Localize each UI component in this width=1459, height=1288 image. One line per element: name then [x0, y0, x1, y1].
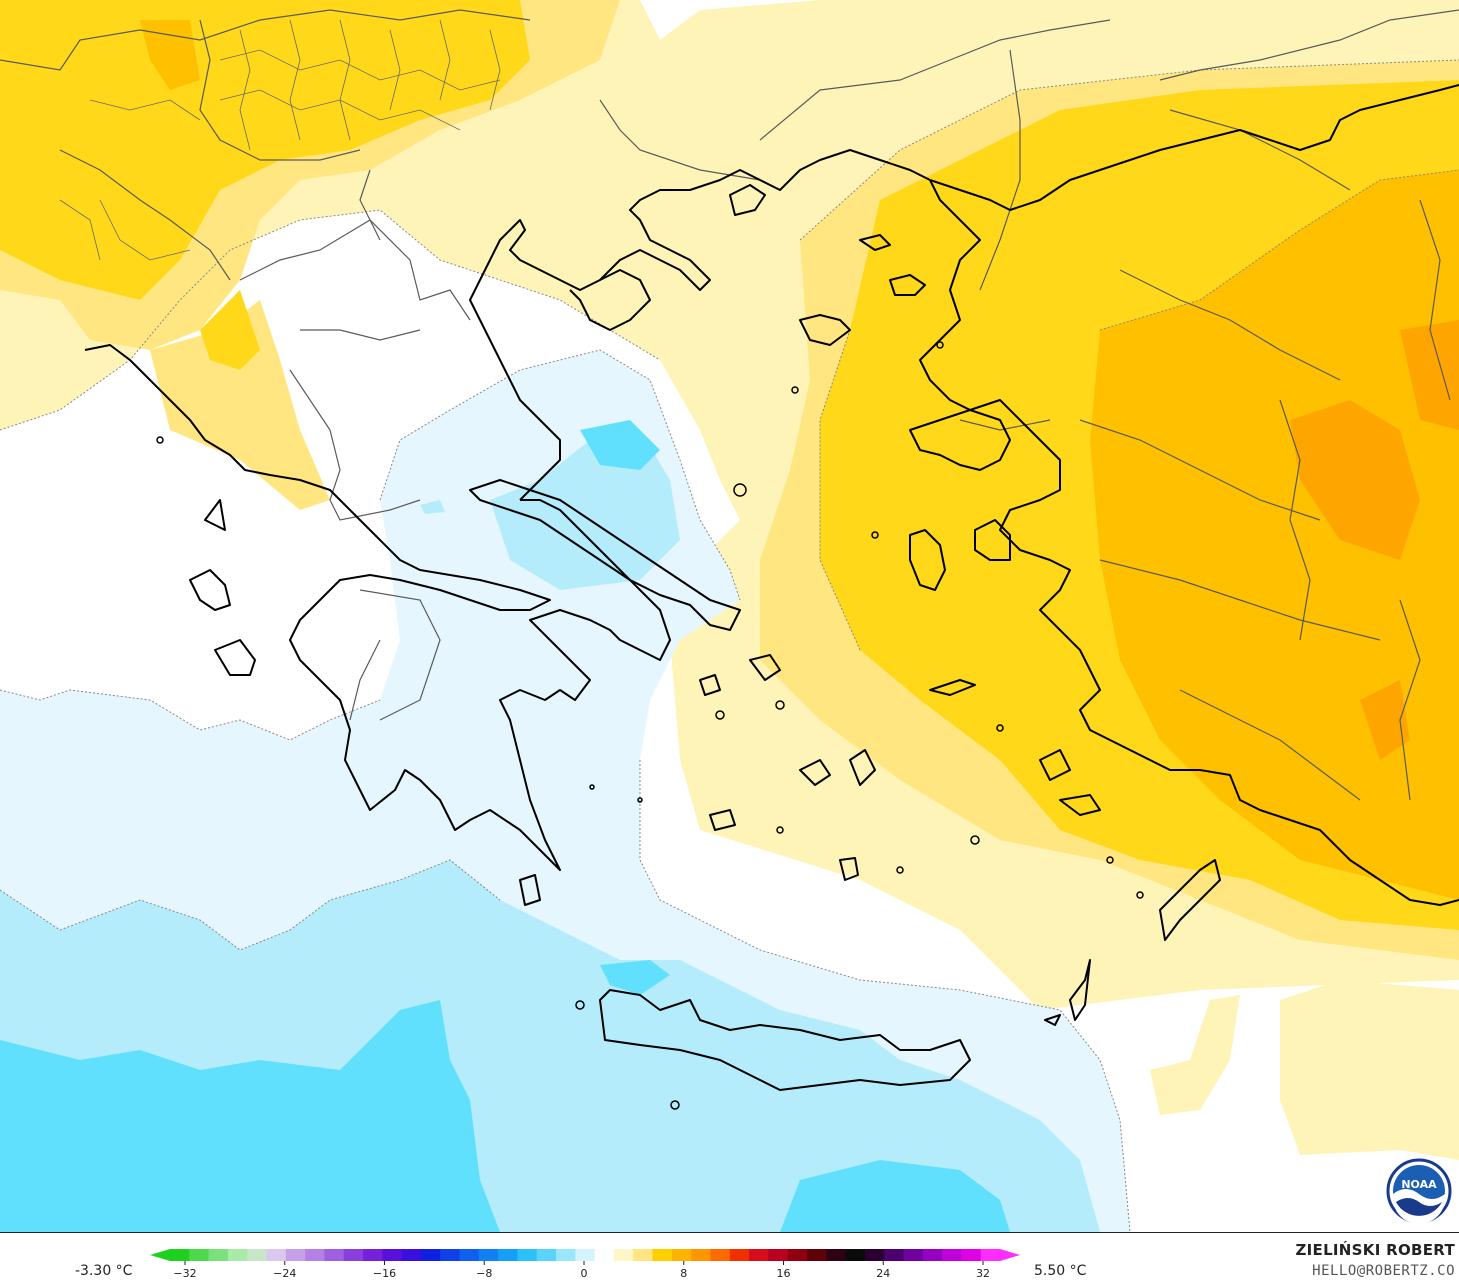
- colorbar-swatch: [691, 1249, 712, 1261]
- colorbar-swatch: [575, 1249, 596, 1261]
- small-islands: [156, 341, 1144, 1110]
- colorbar-swatch: [594, 1249, 615, 1261]
- region-borders: [59, 19, 501, 261]
- colorbar-swatch: [420, 1249, 441, 1261]
- colorbar-swatch: [266, 1249, 287, 1261]
- contour-lines: [0, 59, 1459, 1232]
- colorbar-swatch: [864, 1249, 885, 1261]
- colorbar-swatch: [613, 1249, 634, 1261]
- colorbar-tick-label: 32: [976, 1267, 990, 1280]
- colorbar-swatch: [845, 1249, 866, 1261]
- colorbar-tick-label: −32: [173, 1267, 196, 1280]
- colorbar-tick-label: 24: [876, 1267, 890, 1280]
- colorbar-swatch: [961, 1249, 982, 1261]
- colorbar-swatches: [150, 1249, 1020, 1261]
- colorbar-swatch: [633, 1249, 654, 1261]
- colorbar-swatch: [826, 1249, 847, 1261]
- colorbar-swatch: [459, 1249, 480, 1261]
- coastlines: [84, 84, 1459, 1091]
- colorbar-swatch: [440, 1249, 461, 1261]
- country-borders: [0, 9, 1459, 801]
- colorbar-tick-label: 0: [581, 1267, 588, 1280]
- colorbar-max-arrow: [1000, 1249, 1020, 1261]
- colorbar-swatch: [729, 1249, 750, 1261]
- colorbar-swatch: [980, 1249, 1001, 1261]
- colorbar-swatch: [305, 1249, 326, 1261]
- colorbar-swatch: [922, 1249, 943, 1261]
- colorbar-swatch: [324, 1249, 345, 1261]
- colorbar-swatch: [652, 1249, 673, 1261]
- colorbar-swatch: [247, 1249, 268, 1261]
- colorbar-swatch: [382, 1249, 403, 1261]
- colorbar-swatch: [498, 1249, 519, 1261]
- temperature-anomaly-map: [0, 0, 1459, 1232]
- author-email: HELLO@ROBERTZ.CO: [1312, 1263, 1455, 1279]
- colorbar-swatch: [363, 1249, 383, 1261]
- noaa-logo: NOAA: [1386, 1158, 1452, 1224]
- colorbar-swatch: [942, 1249, 962, 1261]
- colorbar-tick-label: −24: [273, 1267, 296, 1280]
- colorbar-swatch: [478, 1249, 499, 1261]
- colorbar-tick-label: −16: [373, 1267, 396, 1280]
- colorbar-swatch: [189, 1249, 210, 1261]
- colorbar-swatch: [749, 1249, 769, 1261]
- author-name: ZIELIŃSKI ROBERT: [1295, 1241, 1455, 1259]
- colorbar-swatch: [208, 1249, 229, 1261]
- colorbar-swatch: [401, 1249, 422, 1261]
- colorbar-tick-label: 16: [777, 1267, 791, 1280]
- colorbar-swatch: [710, 1249, 731, 1261]
- colorbar-tick-label: 8: [680, 1267, 687, 1280]
- colorbar-ticks: −32 −24 −16 −8 0 8 16 24 32: [173, 1261, 990, 1280]
- colorbar-min-arrow: [150, 1249, 170, 1261]
- colorbar-swatch: [536, 1249, 557, 1261]
- cold-anomaly-fields: [0, 350, 1130, 1232]
- colorbar-swatch: [285, 1249, 306, 1261]
- colorbar-swatch: [903, 1249, 924, 1261]
- colorbar: −32 −24 −16 −8 0 8 16 24 32: [150, 1249, 1020, 1280]
- colorbar-swatch: [227, 1249, 248, 1261]
- colorbar-panel: -3.30 °C −32 −24 −16 −8 0 8 16 24 32 5.50 °C ZIE…: [0, 1232, 1459, 1288]
- colorbar-swatch: [556, 1249, 576, 1261]
- colorbar-tick-label: −8: [476, 1267, 492, 1280]
- colorbar-swatch: [170, 1249, 190, 1261]
- noaa-logo-text: NOAA: [1401, 1178, 1437, 1191]
- colorbar-swatch: [768, 1249, 789, 1261]
- max-value-label: 5.50 °C: [1034, 1263, 1087, 1279]
- map-canvas: [0, 0, 1459, 1232]
- colorbar-swatch: [884, 1249, 905, 1261]
- colorbar-swatch: [671, 1249, 692, 1261]
- min-value-label: -3.30 °C: [75, 1263, 133, 1279]
- colorbar-swatch: [806, 1249, 827, 1261]
- warm-anomaly-fields: [0, 0, 1459, 1160]
- colorbar-swatch: [517, 1249, 538, 1261]
- colorbar-swatch: [787, 1249, 808, 1261]
- colorbar-swatch: [343, 1249, 364, 1261]
